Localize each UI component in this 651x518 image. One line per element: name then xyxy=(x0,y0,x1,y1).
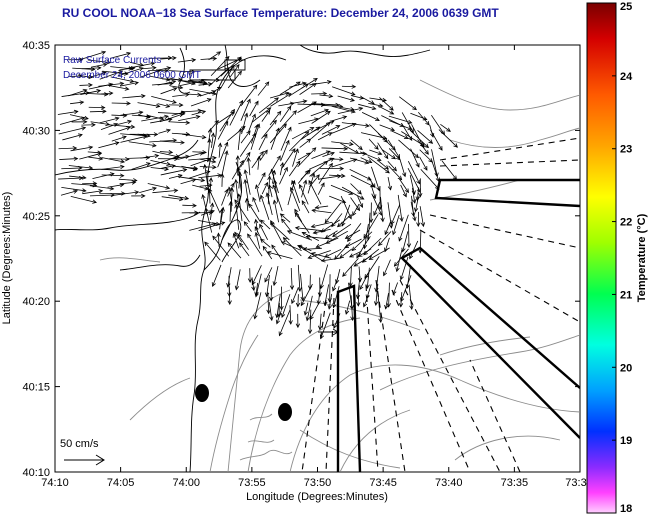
y-axis-ticks: 40:35 40:30 40:25 40:20 40:15 40:10 xyxy=(22,40,580,479)
y-tick-label: 40:35 xyxy=(22,40,50,52)
y-tick-label: 40:20 xyxy=(22,296,50,308)
inset-line-1: Raw Surface Currents xyxy=(63,55,161,66)
surface-current-vectors xyxy=(57,50,458,340)
y-tick-label: 40:25 xyxy=(22,211,50,223)
x-tick-label: 73:45 xyxy=(369,477,397,489)
x-tick-label: 73:35 xyxy=(501,477,529,489)
chart-title: RU COOL NOAA−18 Sea Surface Temperature:… xyxy=(62,6,499,20)
x-tick-label: 73:55 xyxy=(238,477,266,489)
y-tick-label: 40:10 xyxy=(22,467,50,479)
inset-line-2: December 24, 2006 0600 GMT xyxy=(63,70,201,81)
x-axis-label: Longitude (Degrees:Minutes) xyxy=(246,491,388,503)
colorbar-tick-label: 20 xyxy=(620,362,632,374)
colorbar-tick-label: 25 xyxy=(620,1,632,13)
buoy-marker xyxy=(278,403,292,421)
y-axis-label: Latitude (Degrees:Minutes) xyxy=(1,192,13,325)
y-tick-label: 40:30 xyxy=(22,125,50,137)
colorbar-ticks: 25 24 23 22 21 20 19 18 xyxy=(612,1,633,515)
colorbar xyxy=(586,2,617,514)
buoy-marker xyxy=(195,384,209,402)
colorbar-tick-label: 23 xyxy=(620,144,632,156)
x-axis-ticks: 74:10 74:05 74:00 73:55 73:50 73:45 73:40 73:35… xyxy=(41,45,587,489)
colorbar-label: Temperature (°C) xyxy=(636,213,648,302)
x-tick-label: 73:3 xyxy=(565,477,586,489)
colorbar-tick-label: 22 xyxy=(620,217,632,229)
colorbar-tick-label: 24 xyxy=(620,71,633,83)
colorbar-tick-label: 19 xyxy=(620,435,632,447)
x-tick-label: 73:40 xyxy=(435,477,463,489)
x-tick-label: 74:00 xyxy=(172,477,200,489)
radar-dashed-lines xyxy=(301,137,580,472)
x-tick-label: 73:50 xyxy=(304,477,332,489)
scale-label: 50 cm/s xyxy=(60,438,99,450)
x-tick-label: 74:05 xyxy=(107,477,135,489)
y-tick-label: 40:15 xyxy=(22,382,50,394)
colorbar-tick-label: 21 xyxy=(620,289,632,301)
x-tick-label: 74:10 xyxy=(41,477,69,489)
colorbar-tick-label: 18 xyxy=(620,503,632,515)
scale-arrow xyxy=(64,454,105,466)
